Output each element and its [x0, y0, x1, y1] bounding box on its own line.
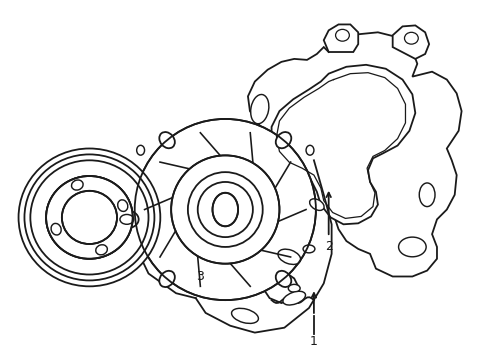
Ellipse shape	[275, 132, 291, 148]
Text: 2: 2	[324, 240, 332, 253]
Ellipse shape	[62, 191, 117, 244]
Ellipse shape	[212, 193, 238, 226]
Ellipse shape	[277, 249, 300, 265]
Ellipse shape	[137, 145, 144, 155]
Polygon shape	[244, 32, 461, 303]
Ellipse shape	[96, 245, 107, 255]
Circle shape	[187, 172, 262, 247]
Ellipse shape	[305, 145, 313, 155]
Circle shape	[135, 119, 315, 300]
Ellipse shape	[283, 291, 305, 305]
Ellipse shape	[51, 224, 61, 235]
Ellipse shape	[46, 176, 132, 259]
Ellipse shape	[115, 211, 139, 228]
Ellipse shape	[275, 271, 291, 287]
Ellipse shape	[250, 94, 268, 124]
Circle shape	[171, 156, 279, 264]
Polygon shape	[323, 24, 358, 52]
Text: 1: 1	[309, 335, 317, 348]
Ellipse shape	[231, 308, 258, 323]
Polygon shape	[271, 65, 414, 224]
Ellipse shape	[118, 200, 127, 211]
Ellipse shape	[288, 284, 300, 292]
Ellipse shape	[159, 271, 175, 287]
Ellipse shape	[71, 180, 83, 190]
Text: 3: 3	[195, 270, 203, 283]
Ellipse shape	[19, 148, 160, 286]
Ellipse shape	[398, 237, 425, 257]
Ellipse shape	[303, 245, 314, 253]
Polygon shape	[392, 26, 428, 59]
Ellipse shape	[159, 132, 175, 148]
Ellipse shape	[418, 183, 434, 207]
Ellipse shape	[309, 199, 324, 210]
